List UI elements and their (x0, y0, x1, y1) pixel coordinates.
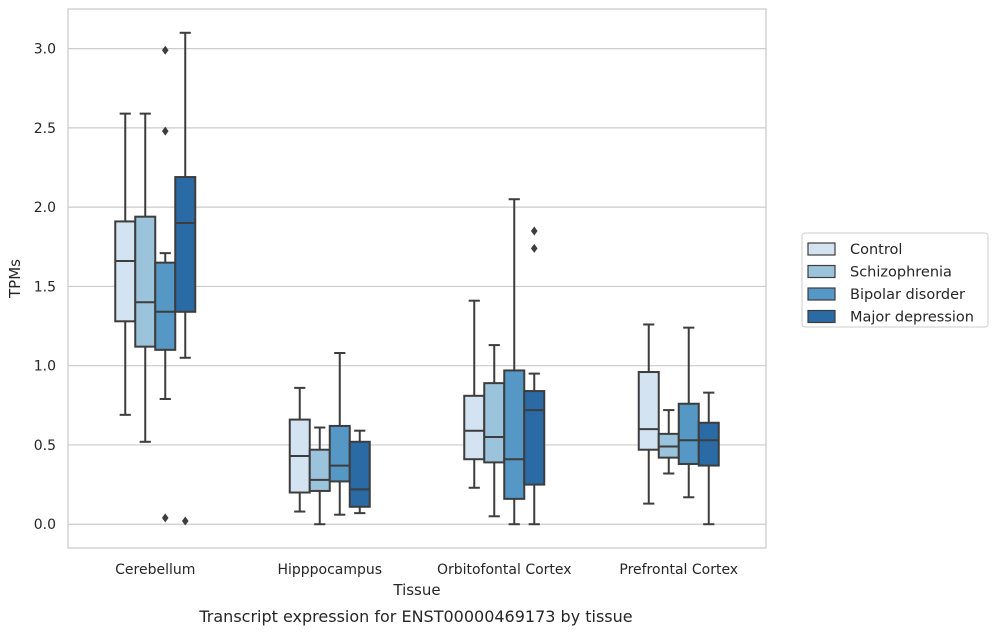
category-group (114, 31, 197, 526)
box (328, 424, 351, 483)
outlier-point (530, 243, 538, 253)
outlier-point (530, 226, 538, 236)
box (677, 402, 700, 465)
x-tick-label: Cerebellum (115, 562, 195, 578)
box (134, 215, 157, 348)
legend-label: Bipolar disorder (850, 287, 965, 303)
box (308, 448, 331, 492)
legend: Control Schizophrenia Bipolar disorder Majo… (801, 232, 989, 328)
y-tick-labels: 0.0 0.5 1.0 1.5 2.0 2.5 3.0 (34, 42, 56, 534)
x-tick-labels: Cerebellum Hipppocampus Orbitofontal Corte… (115, 562, 738, 578)
legend-label: Major depression (850, 310, 974, 326)
chart-caption: Transcript expression for ENST0000046917… (198, 607, 632, 626)
y-tick-label: 1.5 (34, 279, 56, 295)
outlier-point (181, 516, 189, 526)
legend-frame (801, 232, 989, 328)
legend-swatch (807, 242, 836, 256)
y-axis-label: TPMs (6, 259, 24, 299)
outlier-point (161, 126, 169, 136)
legend-swatch (807, 309, 836, 324)
box (697, 421, 720, 467)
x-tick-label: Prefrontal Cortex (619, 562, 738, 578)
box (348, 440, 371, 508)
plot-frame (67, 8, 767, 549)
y-tick-label: 1.0 (34, 359, 56, 375)
legend-swatch (807, 287, 836, 301)
y-tick-label: 2.5 (34, 121, 56, 137)
legend-swatch (807, 264, 836, 279)
box (154, 261, 177, 351)
category-group (463, 198, 546, 526)
outlier-point (161, 45, 169, 55)
y-tick-label: 3.0 (34, 42, 56, 58)
x-tick-label: Hipppocampus (277, 562, 382, 578)
box (483, 382, 506, 464)
legend-label: Schizophrenia (850, 265, 952, 281)
y-tick-label: 0.0 (34, 517, 56, 533)
box (114, 220, 137, 323)
box (523, 390, 546, 486)
box (637, 371, 660, 451)
box (503, 369, 526, 500)
legend-label: Control (850, 242, 902, 258)
outlier-point (161, 513, 169, 523)
box-groups (114, 31, 720, 526)
box (463, 394, 486, 461)
y-tick-label: 2.0 (34, 200, 56, 216)
category-group (288, 352, 371, 526)
box (174, 176, 197, 313)
category-group (637, 323, 720, 526)
y-tick-label: 0.5 (34, 438, 56, 454)
x-axis-label: Tissue (392, 581, 440, 599)
x-tick-label: Orbitofontal Cortex (437, 562, 572, 578)
